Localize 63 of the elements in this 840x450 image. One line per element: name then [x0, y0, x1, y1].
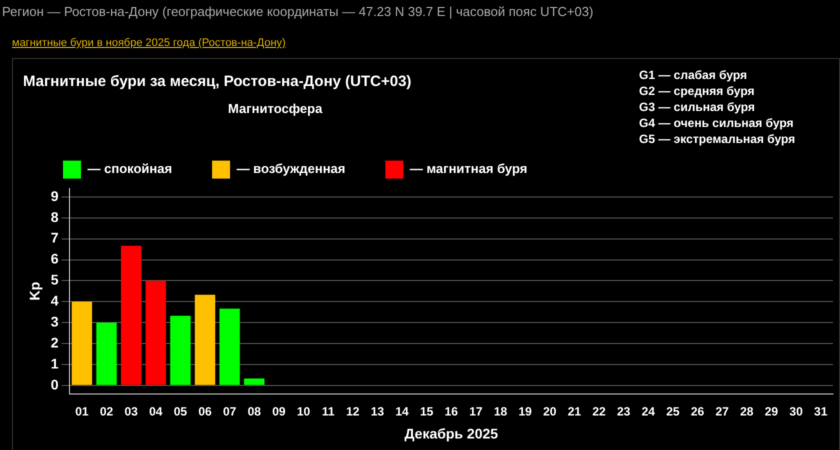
x-tick-label: 12 [346, 404, 360, 418]
x-tick-label: 11 [322, 404, 335, 418]
bar [146, 280, 166, 385]
x-tick-label: 16 [444, 404, 458, 418]
x-tick-label: 27 [716, 404, 730, 418]
y-tick-label: 3 [50, 313, 59, 330]
x-tick-label: 24 [642, 404, 656, 418]
text: G5 — экстремальная буря [639, 131, 796, 147]
y-tick-label: 2 [50, 334, 59, 350]
x-tick-label: 10 [296, 404, 311, 418]
y-axis-title: Kp [26, 282, 42, 301]
bar [170, 316, 191, 385]
legend-title: Магнитосфера [228, 101, 324, 116]
y-tick-label: 7 [50, 230, 59, 246]
x-tick-label: 25 [666, 404, 680, 418]
bar [72, 302, 92, 385]
y-tick-label: 8 [50, 208, 59, 225]
bar [244, 378, 264, 385]
y-tick-label: 4 [50, 292, 59, 309]
x-tick-label: 05 [174, 404, 188, 418]
x-tick-label: 23 [616, 404, 631, 418]
text: G3 — сильная буря [639, 99, 756, 115]
text: G4 — очень сильная буря [639, 115, 795, 131]
bar [219, 308, 240, 385]
x-tick-label: 01 [75, 404, 89, 418]
y-tick-label: 5 [50, 272, 59, 288]
y-tick-label: 1 [50, 355, 59, 372]
x-tick-label: 06 [198, 404, 212, 418]
x-tick-label: 17 [469, 404, 483, 418]
y-tick-label: 6 [50, 250, 59, 267]
text: G1 — слабая буря [639, 67, 748, 83]
x-tick-label: 21 [568, 404, 582, 418]
x-axis-title: Декабрь 2025 [404, 425, 498, 442]
x-tick-label: 08 [248, 404, 262, 418]
x-tick-label: 22 [592, 404, 606, 418]
chart-title: Магнитные бури за месяц, Ростов-на-Дону (UTC+03) [23, 73, 412, 90]
x-tick-label: 29 [764, 404, 778, 418]
bar [120, 246, 142, 385]
x-tick-label: 02 [100, 404, 114, 418]
bar [194, 294, 216, 385]
legend-label: — возбужденная [236, 161, 346, 176]
text: Регион — Ростов-на-Дону (географические координаты — 47.23 N 39.7 E | часовой пояс UTC+03) [2, 4, 594, 19]
x-tick-label: 28 [740, 404, 754, 418]
y-tick-label: 0 [50, 376, 59, 392]
x-tick-label: 07 [222, 404, 237, 418]
x-tick-label: 09 [272, 404, 286, 418]
x-tick-label: 14 [395, 404, 410, 418]
text: G2 — средняя буря [639, 83, 756, 99]
x-tick-label: 30 [789, 404, 804, 418]
x-tick-label: 15 [420, 404, 434, 418]
x-tick-label: 03 [124, 404, 138, 418]
legend-label: — спокойная [88, 161, 172, 176]
text: магнитные бури в ноябре 2025 года (Ростов-на-Дону) [12, 37, 286, 49]
x-tick-label: 20 [543, 404, 557, 418]
x-tick-label: 26 [690, 404, 705, 418]
x-tick-label: 13 [370, 404, 384, 418]
y-tick-label: 9 [50, 188, 59, 204]
bar [96, 322, 117, 385]
legend-label: — магнитная буря [410, 161, 528, 176]
x-tick-label: 19 [518, 404, 532, 418]
x-tick-label: 04 [149, 404, 163, 418]
x-tick-label: 18 [494, 404, 508, 418]
x-tick-label: 31 [814, 404, 828, 418]
